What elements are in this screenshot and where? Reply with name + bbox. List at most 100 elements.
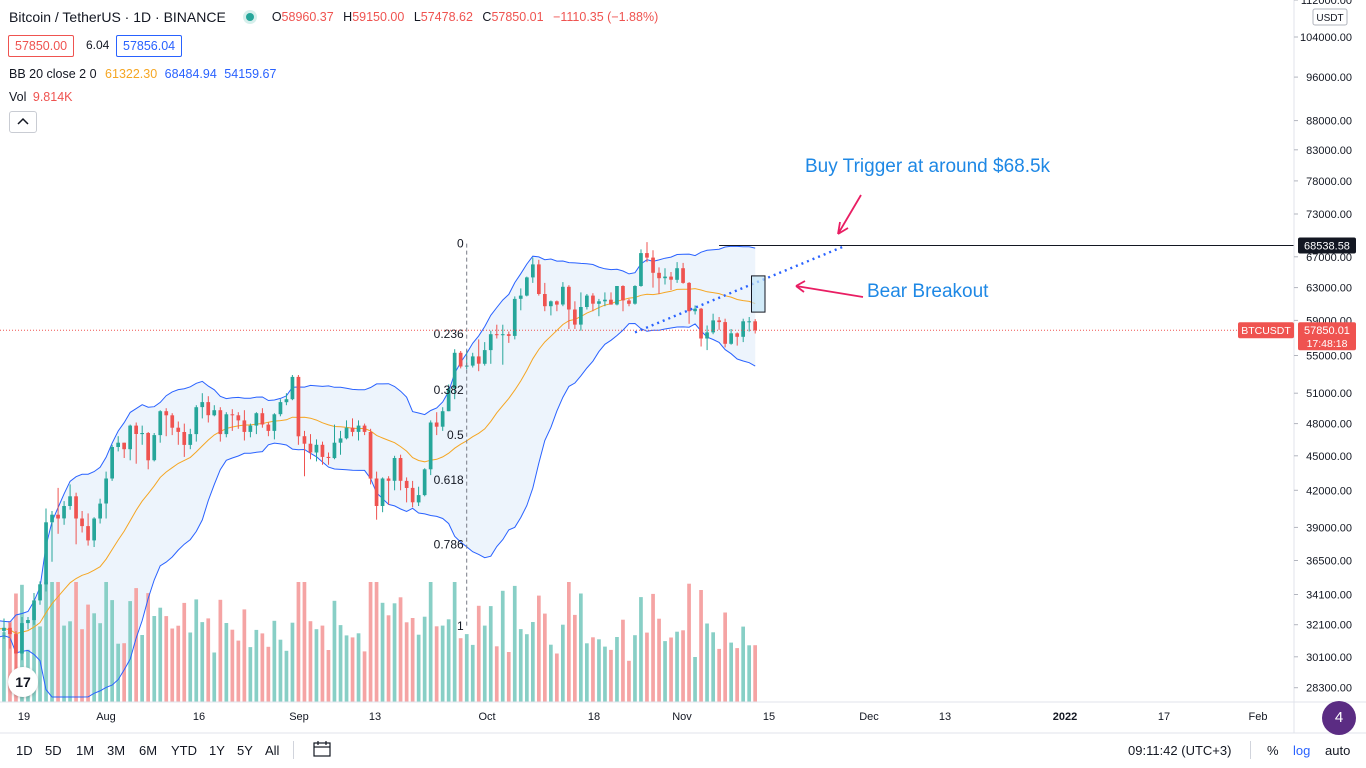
candle-body <box>128 425 132 450</box>
range-6m[interactable]: 6M <box>139 743 158 758</box>
candle-body <box>152 435 157 461</box>
candle-body <box>404 480 409 488</box>
volume-bar <box>50 582 54 702</box>
range-1d[interactable]: 1D <box>16 743 33 758</box>
volume-bar <box>603 646 607 702</box>
buy-trigger-arrow <box>837 194 862 235</box>
percent-toggle[interactable]: % <box>1267 743 1279 758</box>
candle-body <box>543 294 547 307</box>
bottom-toolbar: 1D 5D 1M 3M 6M YTD 1Y 5Y All 09:11:42 (U… <box>0 733 1366 768</box>
volume-bar <box>669 637 673 702</box>
range-3m[interactable]: 3M <box>107 743 126 758</box>
buy-button[interactable]: 57856.04 <box>116 35 183 57</box>
range-5d[interactable]: 5D <box>45 743 62 758</box>
candle-body <box>416 495 421 503</box>
volume-bar <box>242 609 247 702</box>
candle-body <box>350 427 355 432</box>
volume-legend[interactable]: Vol 9.814K <box>9 90 73 104</box>
range-all[interactable]: All <box>265 743 280 758</box>
candle-body <box>488 334 493 351</box>
volume-bar <box>32 608 36 702</box>
volume-bar <box>134 588 138 702</box>
volume-bar <box>488 606 493 702</box>
volume-bar <box>512 585 517 702</box>
candle-body <box>218 410 223 435</box>
candle-body <box>621 286 625 301</box>
candle-body <box>32 600 36 621</box>
calendar-range-icon[interactable] <box>313 741 331 757</box>
candle-body <box>92 518 96 541</box>
symbol-tag-text: BTCUSDT <box>1241 325 1291 337</box>
volume-bar <box>699 590 703 702</box>
volume-bar <box>44 582 48 702</box>
volume-bar <box>260 633 265 702</box>
toolbar-divider-2 <box>1250 741 1251 759</box>
symbol-title[interactable]: Bitcoin / TetherUS · 1D · BINANCE <box>9 9 226 25</box>
range-ytd[interactable]: YTD <box>171 743 197 758</box>
range-1m[interactable]: 1M <box>76 743 95 758</box>
candle-body <box>458 352 463 367</box>
volume-bar <box>440 625 445 702</box>
high-label: H <box>343 10 353 24</box>
candle-body <box>663 276 667 279</box>
candle-body <box>525 277 529 296</box>
volume-bar <box>332 600 337 702</box>
volume-bar <box>693 657 697 702</box>
range-1y[interactable]: 1Y <box>209 743 225 758</box>
bb-name: BB 20 close 2 0 <box>9 67 97 81</box>
log-toggle[interactable]: log <box>1293 743 1311 758</box>
volume-bar <box>248 647 253 702</box>
sell-button[interactable]: 57850.00 <box>8 35 75 57</box>
symbol-tag <box>1238 322 1294 339</box>
range-5y[interactable]: 5Y <box>237 743 253 758</box>
auto-toggle[interactable]: auto <box>1325 743 1351 758</box>
volume-bar <box>422 616 427 702</box>
candle-body <box>434 422 439 427</box>
volume-bar <box>254 629 259 702</box>
volume-bar <box>579 593 583 702</box>
collapse-legend-button[interactable] <box>9 111 37 133</box>
toolbar-divider <box>293 741 294 759</box>
volume-bar <box>464 634 469 702</box>
tradingview-logo[interactable]: 17 <box>8 667 38 697</box>
price-tick-label: 104000.00 <box>1300 32 1352 44</box>
candle-body <box>741 321 745 337</box>
candle-body <box>20 623 24 654</box>
volume-bar <box>176 625 181 702</box>
candle-body <box>164 411 169 416</box>
candle-body <box>567 286 571 310</box>
price-tick-label: 73000.00 <box>1306 209 1352 221</box>
volume-bar <box>62 625 66 702</box>
volume-bar <box>518 629 523 702</box>
candle-body <box>380 478 385 506</box>
candle-body <box>290 376 295 400</box>
candle-body <box>386 478 391 481</box>
volume-bar <box>585 643 589 702</box>
volume-bar <box>711 632 715 702</box>
clock-timezone[interactable]: 09:11:42 (UTC+3) <box>1128 743 1232 758</box>
volume-bar <box>380 602 385 702</box>
candle-body <box>26 620 30 624</box>
volume-bar <box>68 621 72 702</box>
volume-bar <box>428 582 433 702</box>
volume-bar <box>753 645 757 702</box>
volume-bar <box>729 642 733 702</box>
candle-body <box>206 402 211 416</box>
volume-bar <box>206 618 211 702</box>
notifications-badge[interactable]: 4 <box>1322 701 1356 735</box>
candle-body <box>531 264 535 278</box>
candle-body <box>705 332 709 339</box>
close-value: 57850.01 <box>491 10 544 24</box>
fib-level-label: 0.786 <box>434 537 464 551</box>
volume-bar <box>104 582 108 702</box>
currency-badge <box>1312 8 1348 26</box>
bb-legend[interactable]: BB 20 close 2 0 61322.30 68484.94 54159.… <box>9 67 276 81</box>
candle-body <box>332 442 337 459</box>
volume-bar <box>86 604 90 702</box>
volume-bar <box>537 595 541 702</box>
time-tick-label: Sep <box>289 711 309 723</box>
volume-bar <box>735 648 739 702</box>
candle-body <box>296 376 301 437</box>
volume-bar <box>555 653 559 702</box>
